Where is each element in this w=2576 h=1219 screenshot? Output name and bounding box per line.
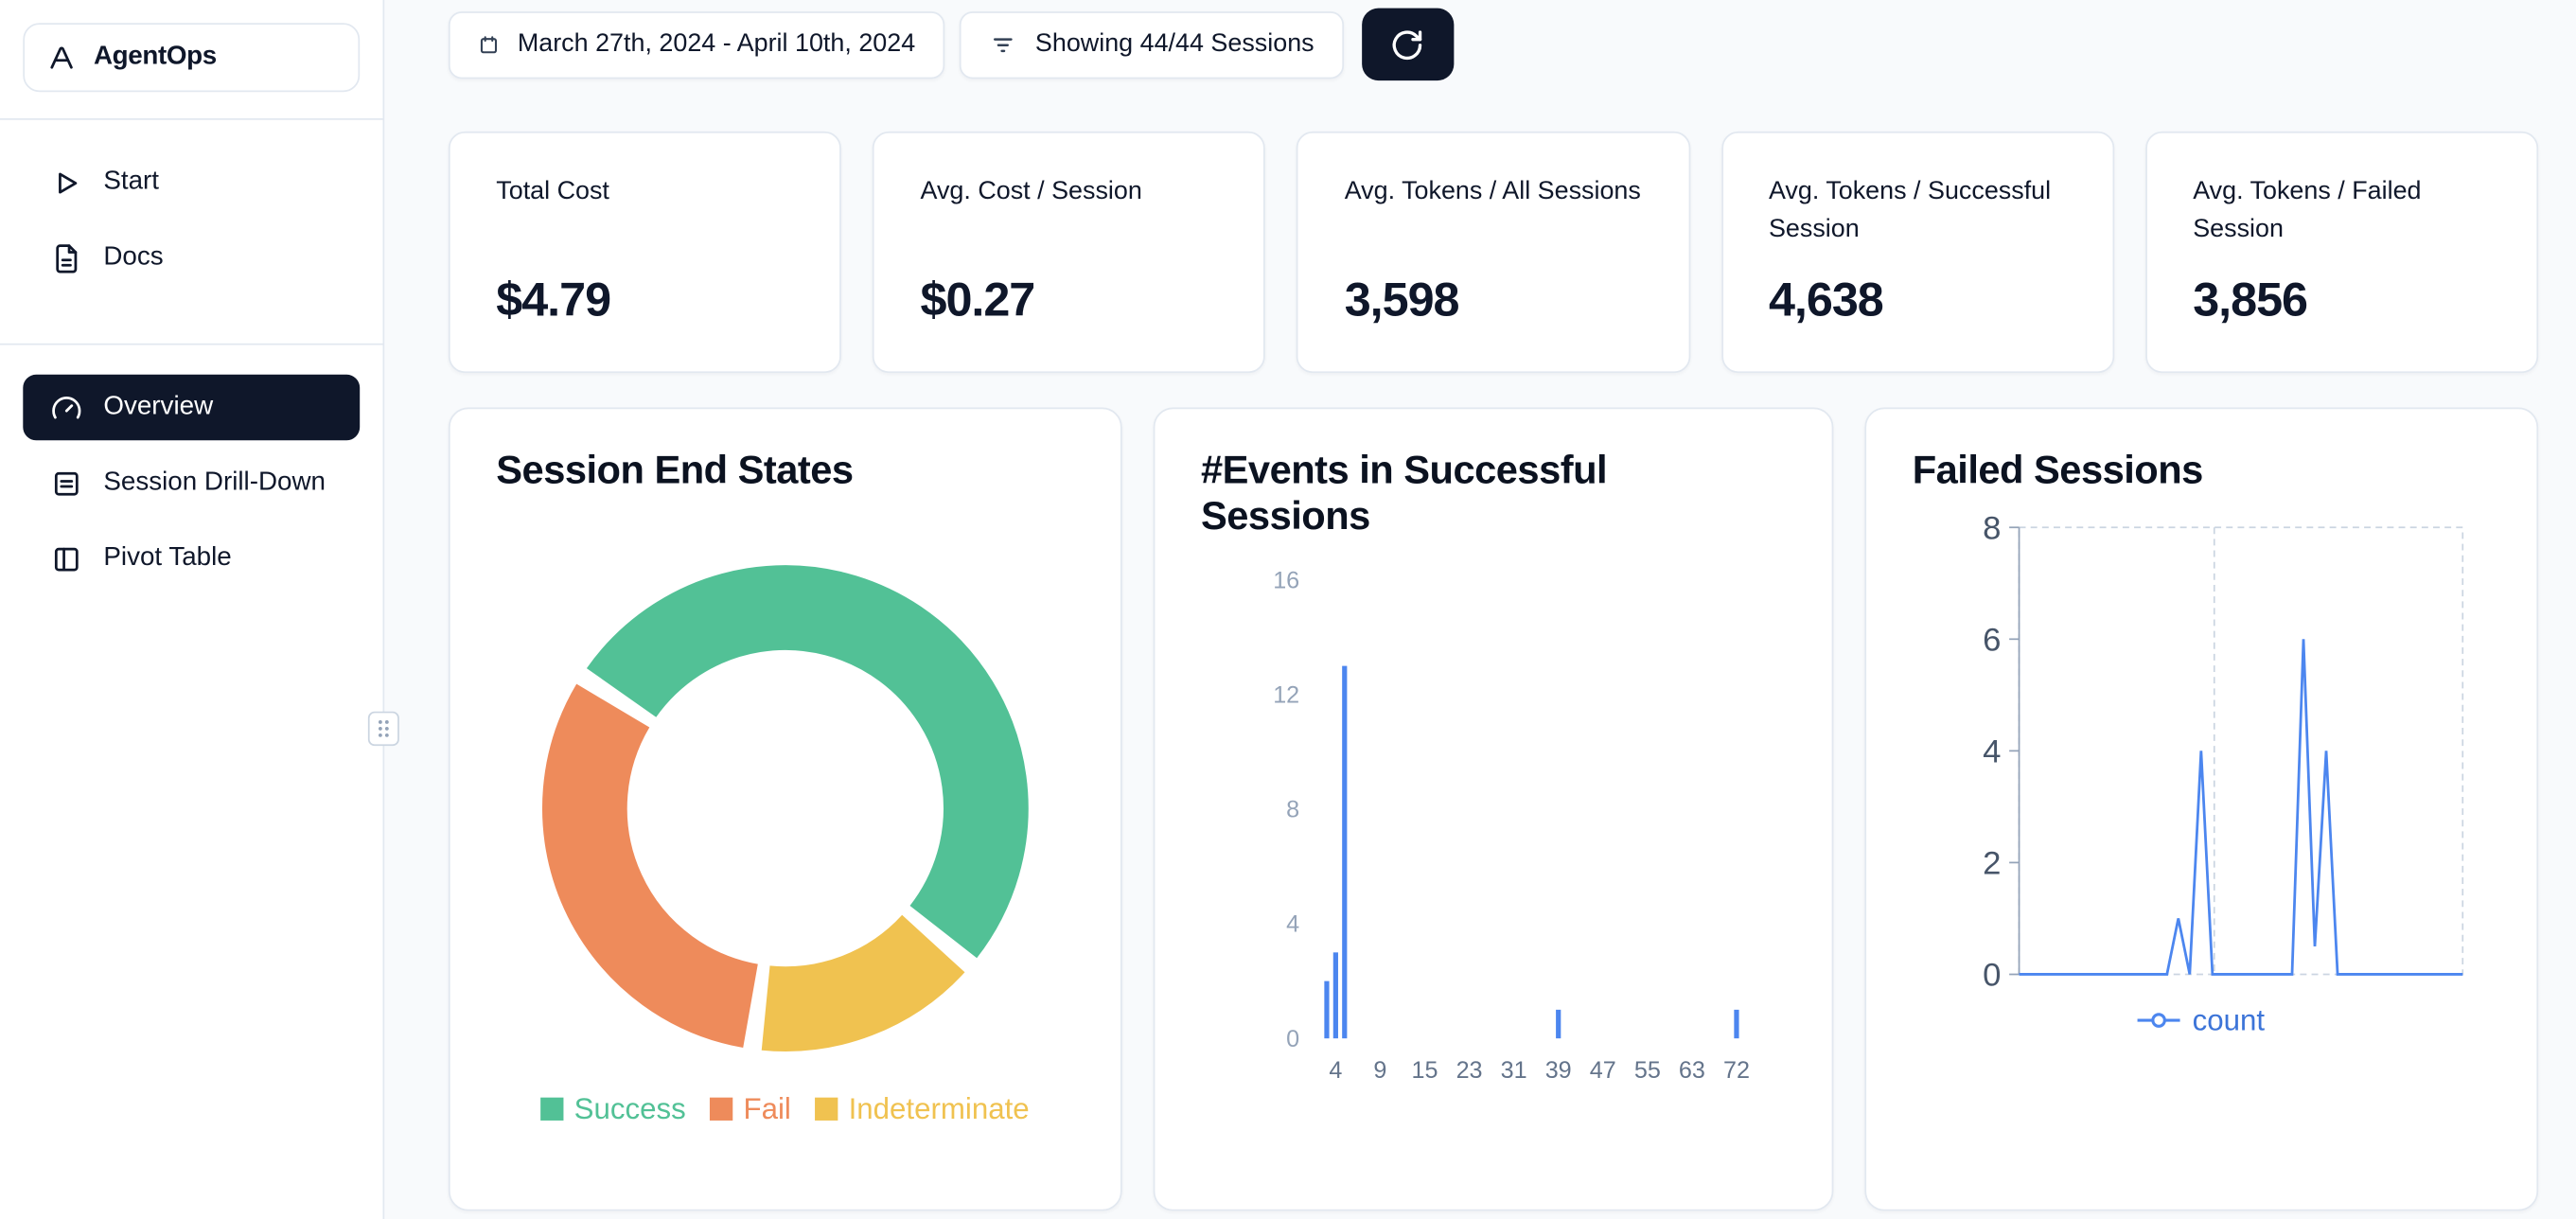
date-range-label: March 27th, 2024 - April 10th, 2024 [517,29,916,58]
play-icon [51,167,82,198]
donut-chart-wrap [496,537,1074,1079]
sidebar-nav-top: Start Docs [0,120,382,317]
agentops-logo-icon [46,42,78,73]
charts-row: Session End States Success Fail [448,407,2539,1211]
svg-text:39: 39 [1545,1056,1572,1083]
svg-text:63: 63 [1679,1056,1705,1083]
stat-card-total-cost: Total Cost $4.79 [448,131,842,374]
stat-value: 3,856 [2193,274,2308,327]
sidebar-divider-mid [0,343,383,345]
calendar-icon [478,34,500,56]
svg-text:9: 9 [1373,1056,1386,1083]
failed-sessions-line-chart: 0 2 4 6 8 [1983,510,2464,993]
svg-text:4: 4 [1983,733,2001,769]
svg-text:8: 8 [1286,796,1299,822]
sidebar: AgentOps Start [0,0,399,1219]
svg-text:72: 72 [1723,1056,1750,1083]
sessions-filter-button[interactable]: Showing 44/44 Sessions [960,10,1344,79]
line-chart-wrap: 0 2 4 6 8 [1913,507,2491,1000]
stat-value: 3,598 [1344,274,1460,327]
topbar: March 27th, 2024 - April 10th, 2024 Show… [448,8,2538,81]
stat-title: Avg. Cost / Session [920,177,1142,205]
stat-card-avg-cost-session: Avg. Cost / Session $0.27 [873,131,1266,374]
svg-text:0: 0 [1286,1025,1299,1051]
line-series-icon [2138,1011,2181,1031]
legend-swatch-success [540,1098,565,1122]
sidebar-item-label: Session Drill-Down [103,468,326,497]
logo-box: AgentOps [23,23,361,93]
app-title: AgentOps [93,43,217,71]
stat-value: 4,638 [1768,274,1884,327]
chart-title: Session End States [496,448,854,493]
main-content: March 27th, 2024 - April 10th, 2024 Show… [384,0,2576,1219]
stat-card-avg-tokens-all: Avg. Tokens / All Sessions 3,598 [1297,131,1690,374]
sidebar-item-pivot-table[interactable]: Pivot Table [23,526,360,592]
stat-title: Avg. Tokens / Successful Session [1768,177,2052,243]
svg-text:47: 47 [1590,1056,1616,1083]
svg-text:23: 23 [1456,1056,1483,1083]
svg-text:6: 6 [1983,622,2001,658]
sidebar-item-label: Start [103,168,160,196]
sidebar-item-label: Docs [103,242,164,272]
stat-value: $0.27 [920,274,1035,327]
chart-title: Failed Sessions [1912,448,2204,493]
svg-text:16: 16 [1273,567,1299,593]
sessions-filter-label: Showing 44/44 Sessions [1034,29,1314,58]
columns-icon [51,543,82,574]
line-legend: count [1913,1003,2491,1037]
date-range-button[interactable]: March 27th, 2024 - April 10th, 2024 [448,10,945,79]
filter-icon [989,30,1017,59]
legend-swatch-fail [710,1098,734,1122]
svg-text:12: 12 [1273,681,1299,708]
stat-card-avg-tokens-successful: Avg. Tokens / Successful Session 4,638 [1720,131,2114,374]
events-successful-sessions-card: #Events in Successful Sessions 0 4 8 12 16 4 9… [1153,407,1834,1211]
events-bar-chart: 0 4 8 12 16 4 9 15 23 31 39 47 55 63 72 [1273,567,1750,1083]
sidebar-item-label: Overview [103,392,214,421]
sidebar-item-start[interactable]: Start [23,150,360,215]
rows-icon [51,468,82,499]
stat-card-avg-tokens-failed: Avg. Tokens / Failed Session 3,856 [2144,131,2539,374]
svg-text:0: 0 [1983,957,2001,993]
refresh-button[interactable] [1361,8,1455,81]
legend-label: Fail [743,1092,791,1125]
session-end-states-card: Session End States Success Fail [448,407,1122,1211]
refresh-icon [1390,27,1424,62]
session-end-states-donut [542,564,1029,1051]
svg-text:31: 31 [1501,1056,1527,1083]
svg-text:8: 8 [1983,510,2001,546]
sidebar-nav-main: Overview Session Drill-Down [0,345,382,618]
document-icon [51,242,82,274]
sidebar-item-docs[interactable]: Docs [23,225,360,291]
svg-text:55: 55 [1634,1056,1661,1083]
legend-item-fail: Fail [710,1092,791,1126]
sidebar-divider-top [0,117,383,120]
legend-label: Indeterminate [848,1092,1030,1125]
svg-text:4: 4 [1286,910,1299,937]
sidebar-resize-handle[interactable] [367,711,399,747]
stat-value: $4.79 [496,274,611,327]
failed-sessions-card: Failed Sessions 0 2 4 6 8 count [1864,407,2539,1211]
svg-text:15: 15 [1412,1056,1438,1083]
bar-chart-wrap: 0 4 8 12 16 4 9 15 23 31 39 47 55 63 72 [1201,553,1786,1104]
legend-item-indeterminate: Indeterminate [815,1092,1030,1126]
svg-text:2: 2 [1983,845,2001,881]
legend-label: Success [573,1092,686,1125]
sidebar-item-label: Pivot Table [103,543,232,573]
svg-text:4: 4 [1329,1056,1342,1083]
legend-swatch-indeterminate [815,1098,839,1122]
stats-row: Total Cost $4.79 Avg. Cost / Session $0.… [448,131,2539,374]
grip-dots-icon [378,720,389,737]
sidebar-item-overview[interactable]: Overview [23,374,361,441]
sidebar-item-session-drill-down[interactable]: Session Drill-Down [23,450,360,516]
stat-title: Avg. Tokens / Failed Session [2193,177,2422,243]
stat-title: Avg. Tokens / All Sessions [1344,177,1641,205]
gauge-icon [51,392,82,423]
donut-legend: Success Fail Indeterminate [496,1092,1074,1126]
chart-title: #Events in Successful Sessions [1201,448,1608,539]
legend-item-success: Success [540,1092,686,1126]
stat-title: Total Cost [496,177,609,205]
line-legend-label: count [2192,1003,2266,1037]
